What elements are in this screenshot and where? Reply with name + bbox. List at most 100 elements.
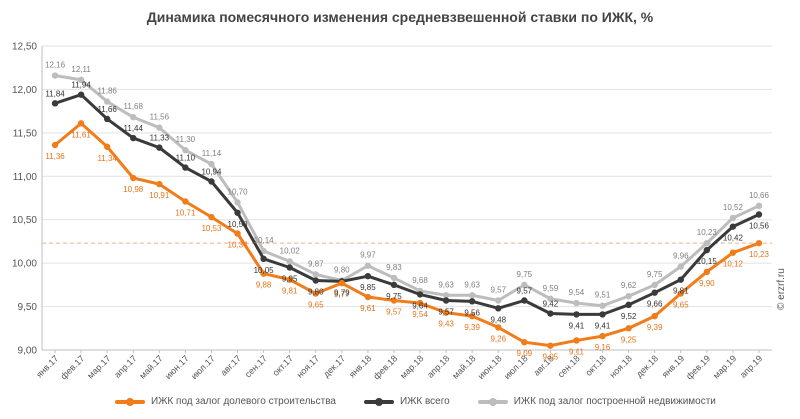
legend-label-dark: ИЖК всего — [399, 396, 450, 407]
x-tick-label: апр.19 — [738, 353, 764, 379]
data-point-1 — [521, 297, 528, 304]
data-point-2 — [599, 302, 606, 309]
data-label-2: 12,11 — [71, 65, 91, 74]
data-point-2 — [755, 202, 763, 210]
x-tick-label: авг.17 — [219, 353, 243, 377]
data-point-0 — [51, 141, 59, 149]
x-tick-label: фев.17 — [58, 353, 86, 381]
x-tick-label: июн.18 — [476, 353, 504, 381]
data-point-1 — [599, 311, 606, 318]
data-label-2: 10,52 — [723, 203, 744, 212]
series-line-2 — [54, 74, 760, 308]
x-tick-label: май.18 — [450, 353, 477, 380]
data-label-2: 9,68 — [412, 276, 428, 285]
data-point-0 — [312, 290, 319, 297]
data-point-2 — [521, 281, 528, 289]
data-label-0: 9,09 — [517, 349, 533, 358]
data-point-0 — [77, 120, 85, 127]
data-label-2: 9,96 — [673, 252, 689, 261]
data-label-0: 11,36 — [45, 152, 65, 161]
data-label-2: 9,51 — [595, 291, 611, 300]
data-point-2 — [364, 262, 372, 269]
data-label-2: 9,57 — [490, 285, 506, 294]
data-point-0 — [703, 268, 711, 276]
data-label-0: 9,25 — [621, 335, 637, 344]
data-point-1 — [547, 310, 554, 317]
data-point-1 — [51, 100, 59, 107]
data-label-1: 11,84 — [45, 89, 65, 98]
data-label-0: 9,39 — [647, 323, 663, 332]
data-label-2: 9,63 — [464, 280, 480, 289]
data-label-1: 9,42 — [543, 300, 559, 309]
data-label-0: 9,90 — [699, 279, 715, 288]
data-label-0: 9,65 — [308, 301, 324, 310]
y-tick-label: 11,50 — [13, 128, 38, 139]
data-label-2: 10,66 — [749, 191, 770, 200]
data-label-2: 11,68 — [124, 102, 144, 111]
data-point-2 — [390, 274, 398, 282]
data-label-2: 11,86 — [97, 87, 117, 96]
x-tick-label: май.17 — [137, 353, 164, 380]
data-point-1 — [468, 298, 476, 305]
data-label-2: 11,56 — [150, 113, 170, 122]
data-label-1: 9,41 — [595, 321, 611, 330]
data-label-2: 12,16 — [45, 61, 66, 70]
data-point-1 — [103, 115, 111, 123]
legend-item-orange: ИЖК под залог долевого строительства — [115, 396, 336, 407]
data-point-0 — [286, 276, 293, 283]
data-point-2 — [208, 160, 215, 168]
data-point-0 — [338, 279, 346, 287]
x-tick-label: июл.17 — [189, 353, 217, 381]
data-point-2 — [495, 297, 502, 304]
data-label-2: 9,54 — [569, 288, 585, 297]
data-point-2 — [77, 76, 85, 84]
y-tick-label: 11,00 — [13, 172, 38, 183]
data-point-1 — [755, 211, 763, 218]
x-tick-label: сен.18 — [556, 353, 582, 379]
data-point-0 — [260, 270, 267, 277]
data-point-0 — [390, 297, 398, 304]
data-point-2 — [103, 98, 111, 105]
data-label-2: 9,63 — [438, 280, 454, 289]
data-point-1 — [442, 297, 450, 304]
data-label-0: 9,16 — [595, 343, 611, 352]
x-tick-label: дек.18 — [634, 353, 660, 379]
data-label-2: 10,70 — [228, 187, 249, 196]
data-point-2 — [573, 299, 580, 307]
data-label-0: 10,23 — [749, 250, 770, 259]
data-point-2 — [286, 258, 293, 265]
legend-swatch-dark — [363, 397, 394, 406]
data-point-2 — [625, 292, 632, 300]
data-label-0: 9,88 — [256, 281, 272, 290]
data-point-2 — [182, 147, 189, 154]
data-point-1 — [130, 134, 137, 142]
data-point-2 — [677, 263, 684, 270]
data-point-2 — [703, 239, 711, 247]
data-label-1: 10,56 — [749, 222, 770, 231]
data-point-0 — [573, 337, 580, 344]
data-point-2 — [547, 295, 554, 302]
data-point-1 — [677, 276, 684, 283]
data-point-0 — [547, 342, 554, 349]
x-tick-label: ноя.18 — [608, 353, 634, 379]
legend-swatch-orange — [115, 397, 145, 406]
data-label-1: 11,44 — [124, 124, 144, 133]
data-point-2 — [312, 271, 319, 278]
data-point-1 — [156, 144, 163, 151]
series-line-0 — [54, 121, 760, 348]
data-label-2: 10,14 — [254, 236, 275, 245]
data-point-1 — [573, 311, 580, 318]
data-label-0: 10,71 — [175, 208, 196, 217]
data-point-1 — [77, 91, 85, 98]
data-label-1: 11,33 — [150, 134, 170, 143]
y-tick-label: 12,00 — [12, 85, 37, 96]
data-point-0 — [651, 312, 658, 320]
data-point-2 — [51, 72, 59, 79]
data-point-0 — [442, 309, 450, 316]
data-point-2 — [130, 114, 137, 121]
data-label-0: 9,77 — [334, 290, 350, 299]
data-point-0 — [130, 174, 137, 182]
y-tick-label: 10,00 — [12, 259, 37, 270]
data-point-1 — [260, 255, 267, 262]
watermark: © erzrf.ru — [776, 268, 787, 310]
